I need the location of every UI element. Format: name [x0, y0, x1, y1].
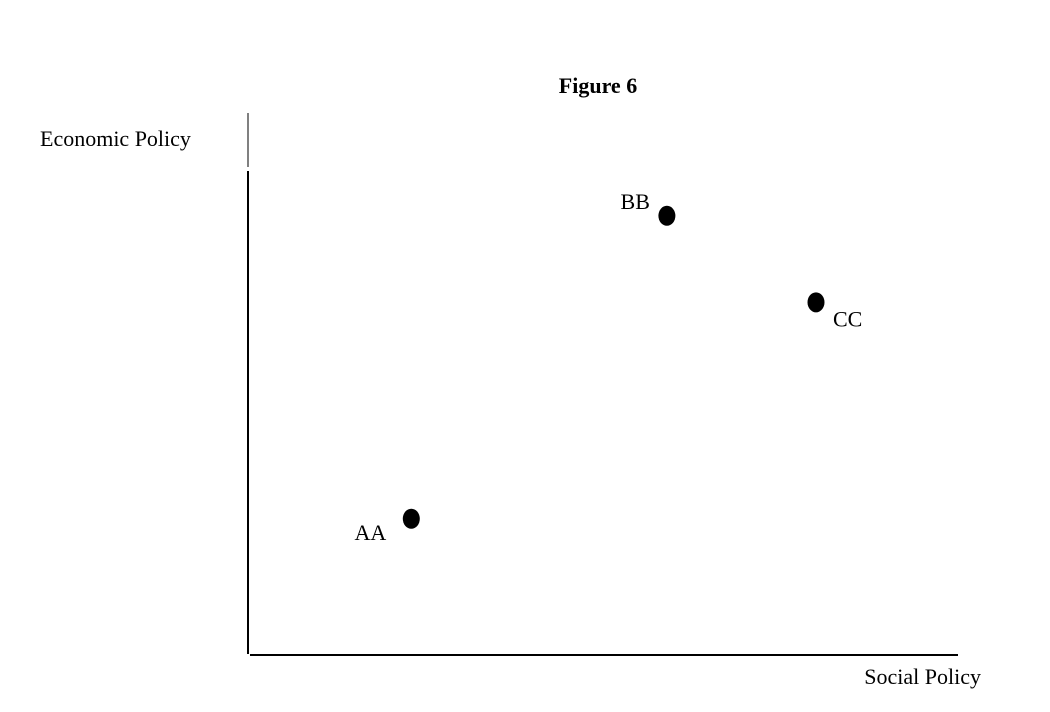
point-bb	[658, 205, 676, 226]
y-axis-label: Economic Policy	[40, 126, 191, 151]
point-label-cc: CC	[833, 306, 862, 331]
point-label-bb: BB	[621, 189, 650, 214]
x-axis-label: Social Policy	[864, 664, 981, 689]
point-label-aa: AA	[355, 520, 387, 545]
points-layer: AA BB CC	[355, 189, 863, 545]
point-cc	[807, 292, 825, 313]
point-aa	[402, 508, 420, 529]
chart-title: Figure 6	[559, 73, 637, 98]
